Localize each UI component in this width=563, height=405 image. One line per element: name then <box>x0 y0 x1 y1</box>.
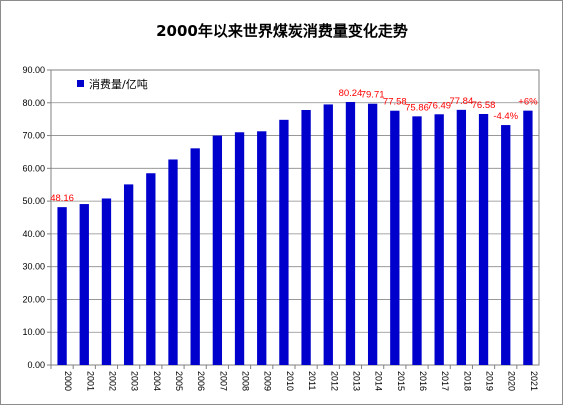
x-tick-label-2006: 2006 <box>196 371 206 391</box>
annotation-2016: 75.86 <box>405 102 429 113</box>
bar-2002 <box>101 198 112 365</box>
annotation-2000: 48.16 <box>50 193 74 204</box>
bar-2014 <box>367 103 378 365</box>
bar-2004 <box>146 173 156 365</box>
bar-2016 <box>412 116 422 365</box>
annotation-2021: +6% <box>518 97 538 108</box>
x-tick-label-2017: 2017 <box>440 371 450 391</box>
annotation-2013: 80.24 <box>339 88 363 99</box>
bar-2010 <box>279 119 289 365</box>
y-axis-ticks: 0.00 10.00 20.00 30.00 40.00 50.00 60.00 70.00 8… <box>22 65 51 370</box>
bar-2009 <box>257 131 267 365</box>
legend: 消费量/亿吨 <box>77 77 148 91</box>
y-tick-label: 10.00 <box>22 327 45 337</box>
bars <box>57 101 533 366</box>
x-tick-label-2008: 2008 <box>241 371 251 391</box>
bar-2003 <box>123 184 134 365</box>
annotation-2014: 79.71 <box>361 90 385 101</box>
x-tick-label-2015: 2015 <box>396 371 406 391</box>
legend-swatch <box>77 80 84 87</box>
bar-2006 <box>190 148 200 365</box>
bar-2013 <box>345 101 356 365</box>
x-tick-label-2003: 2003 <box>130 371 140 391</box>
annotation-2018: 77.84 <box>449 96 473 107</box>
annotation-2019: 76.58 <box>472 100 496 111</box>
y-tick-label: 80.00 <box>22 98 45 108</box>
annotation-2017: 76.49 <box>427 100 451 111</box>
x-tick-label-2016: 2016 <box>418 371 428 391</box>
annotation-2020: -4.4% <box>493 111 518 122</box>
annotations: 48.16 80.2479.7177.5875.8676.4977.8476.58… <box>50 88 538 204</box>
bar-2008 <box>234 132 245 365</box>
bar-2012 <box>323 104 333 366</box>
y-tick-label: 50.00 <box>22 196 45 206</box>
x-tick-label-2000: 2000 <box>63 371 73 391</box>
y-tick-label: 0.00 <box>27 360 45 370</box>
x-tick-label-2012: 2012 <box>329 371 339 391</box>
x-tick-label-2019: 2019 <box>485 371 495 391</box>
bar-2007 <box>212 135 223 365</box>
x-tick-label-2013: 2013 <box>351 371 361 391</box>
bar-2021 <box>523 110 533 366</box>
bar-2011 <box>301 109 311 365</box>
x-tick-label-2005: 2005 <box>174 371 184 391</box>
x-tick-label-2014: 2014 <box>374 371 384 391</box>
x-axis-ticks: 2000 2001 2002 2003 2004 2005 2006 2007 2008 2009… <box>50 365 539 391</box>
x-tick-label-2018: 2018 <box>462 371 472 391</box>
y-tick-label: 90.00 <box>22 65 45 75</box>
bar-2005 <box>168 159 178 365</box>
bar-2015 <box>390 110 400 366</box>
y-tick-label: 40.00 <box>22 229 45 239</box>
y-tick-label: 30.00 <box>22 262 45 272</box>
x-tick-label-2011: 2011 <box>307 371 317 390</box>
x-tick-label-2004: 2004 <box>152 371 162 391</box>
bar-2000 <box>57 207 67 365</box>
x-tick-label-2009: 2009 <box>263 371 273 391</box>
x-tick-label-2021: 2021 <box>529 371 539 391</box>
chart-title: 2000年以来世界煤炭消费量变化走势 <box>156 22 408 40</box>
bar-2018 <box>456 109 467 365</box>
bar-2017 <box>434 114 444 365</box>
y-tick-label: 20.00 <box>22 294 45 304</box>
bar-2019 <box>478 113 489 365</box>
y-tick-label: 70.00 <box>22 131 45 141</box>
bar-2001 <box>79 204 89 365</box>
x-tick-label-2020: 2020 <box>507 371 517 391</box>
x-tick-label-2002: 2002 <box>107 371 117 391</box>
annotation-2015: 77.58 <box>383 97 407 108</box>
legend-label: 消费量/亿吨 <box>89 77 148 91</box>
bar-2020 <box>501 125 511 365</box>
y-tick-label: 60.00 <box>22 163 45 173</box>
x-tick-label-2001: 2001 <box>85 371 95 391</box>
x-tick-label-2010: 2010 <box>285 371 295 391</box>
x-tick-label-2007: 2007 <box>218 371 228 391</box>
